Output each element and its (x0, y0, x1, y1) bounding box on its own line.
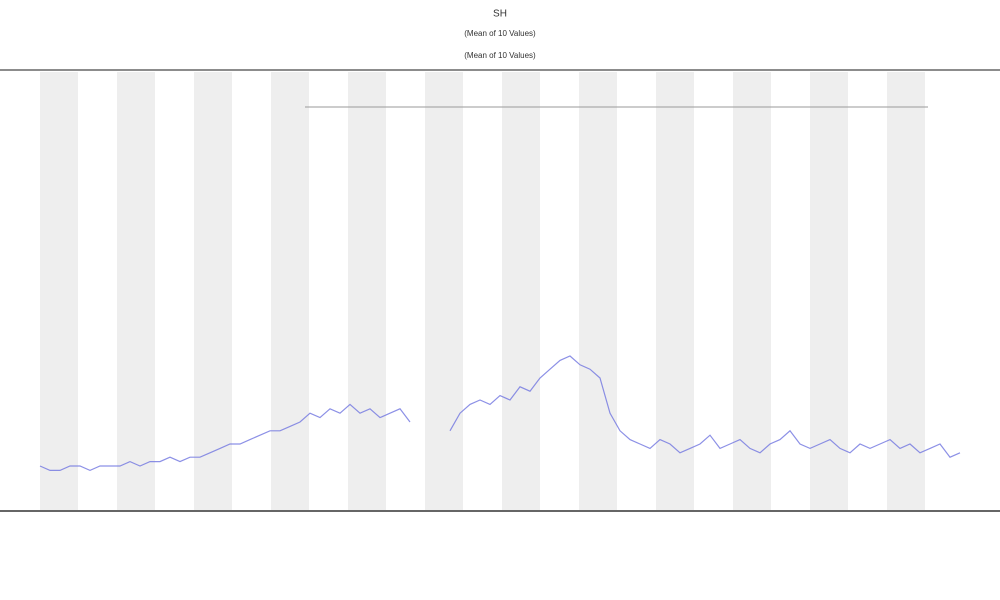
series-line (449, 355, 961, 458)
band (656, 72, 694, 510)
band (579, 72, 617, 510)
background-bands (40, 72, 925, 510)
band (887, 72, 925, 510)
band (733, 72, 771, 510)
chart-title: SH (493, 9, 507, 20)
band (117, 72, 155, 510)
band (425, 72, 463, 510)
band (348, 72, 386, 510)
series-line (39, 403, 411, 472)
band (810, 72, 848, 510)
band (271, 72, 309, 510)
chart-subtitle: (Mean of 10 Values) (464, 29, 536, 38)
band (502, 72, 540, 510)
chart-subtitle: (Mean of 10 Values) (464, 51, 536, 60)
band (40, 72, 78, 510)
band (194, 72, 232, 510)
